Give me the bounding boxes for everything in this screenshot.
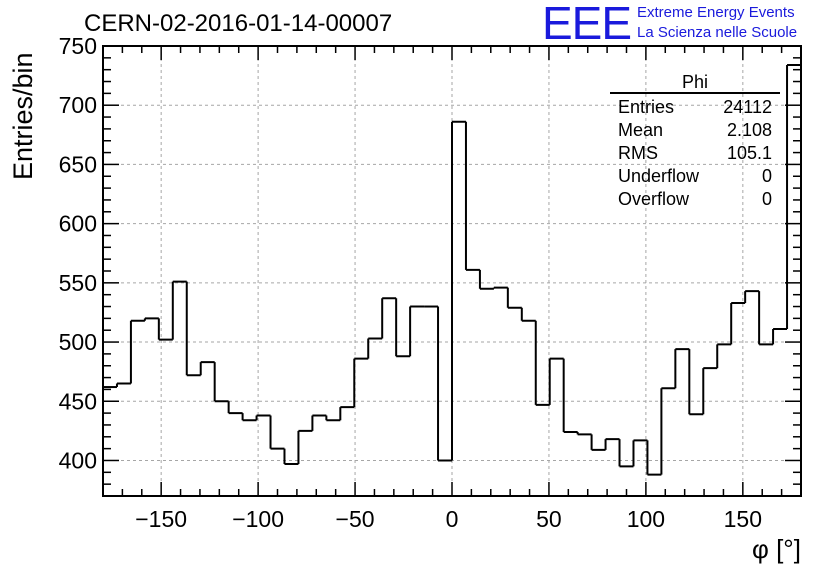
stats-label: Entries	[618, 97, 675, 117]
stats-row-overflow: Overflow 0	[610, 188, 780, 211]
histogram-bin	[269, 415, 285, 450]
stats-name: Phi	[610, 72, 780, 94]
histogram-bin	[395, 298, 411, 358]
histogram-bin	[744, 290, 760, 303]
histogram-bin	[772, 328, 788, 345]
histogram-bin	[660, 387, 676, 475]
histogram-bin	[339, 406, 355, 421]
brand-line-1: Extreme Energy Events	[637, 4, 795, 21]
histogram-bin	[576, 432, 592, 436]
stats-label: Mean	[618, 120, 664, 140]
eee-logo: EEE	[542, 0, 632, 49]
x-tick-label: 150	[724, 506, 762, 532]
axes: −150 −100 −50 0 50 100 150 400 450 500 550 600 650 70…	[59, 33, 802, 532]
histogram-bin	[506, 287, 522, 309]
x-tick-label: 100	[627, 506, 665, 532]
histogram-bin	[618, 439, 634, 468]
histogram-bin	[451, 120, 466, 461]
brand-line-2: La Scienza nelle Scuole	[637, 24, 798, 41]
histogram-bin	[786, 63, 801, 330]
histogram-bin	[674, 348, 690, 389]
x-tick-label: −50	[336, 506, 375, 532]
x-tick-label: −100	[232, 506, 284, 532]
histogram-bin	[115, 382, 131, 388]
stats-label: Underflow	[618, 166, 700, 186]
y-tick-label: 700	[59, 92, 97, 118]
stats-row-entries: Entries 24112	[610, 96, 780, 119]
histogram-bin	[311, 414, 327, 431]
histogram-bin	[590, 434, 606, 451]
histogram-bin	[325, 415, 341, 422]
histogram-bin	[492, 286, 508, 289]
histogram-bin	[702, 367, 718, 415]
x-tick-label: −150	[135, 506, 187, 532]
histogram-bin	[353, 357, 369, 408]
y-tick-label: 650	[59, 151, 97, 177]
stats-value: 0	[761, 166, 772, 186]
histogram-bin	[381, 297, 397, 339]
histogram-bin	[241, 413, 257, 422]
histogram-bin	[185, 281, 201, 377]
y-axis-label: Entries/bin	[8, 52, 38, 180]
histogram-bin	[562, 358, 578, 434]
y-tick-label: 550	[59, 270, 97, 296]
stats-row-mean: Mean 2.108	[610, 119, 780, 142]
histogram-bin	[534, 320, 550, 406]
histogram-bin	[199, 361, 215, 376]
histogram-bin	[129, 319, 145, 384]
chart-title: CERN-02-2016-01-14-00007	[84, 10, 393, 37]
histogram-bin	[171, 280, 187, 340]
histogram-bin	[646, 440, 662, 476]
stats-value: 105.1	[726, 143, 772, 163]
stats-value: 0	[761, 189, 772, 209]
x-tick-label: 50	[536, 506, 562, 532]
stats-label: RMS	[618, 143, 658, 163]
histogram-bin	[688, 349, 704, 416]
stats-row-rms: RMS 105.1	[610, 142, 780, 165]
histogram-bin	[213, 362, 229, 403]
histogram-bin	[632, 439, 648, 467]
histogram-bin	[297, 429, 313, 465]
x-tick-label: 0	[446, 506, 459, 532]
stats-value: 24112	[723, 97, 772, 117]
histogram-bin	[367, 337, 383, 359]
histogram-bin	[409, 305, 425, 357]
histogram-bin	[157, 318, 173, 341]
x-axis-label: φ [°]	[752, 534, 801, 564]
stats-value: 2.108	[726, 120, 772, 140]
histogram-bin	[283, 448, 299, 466]
histogram-bin	[478, 269, 494, 290]
histogram-bin	[464, 121, 480, 271]
histogram-bin	[548, 357, 564, 405]
y-tick-label: 750	[59, 33, 97, 59]
histogram-bin	[255, 414, 271, 421]
histogram-bin	[730, 301, 746, 345]
y-tick-label: 500	[59, 329, 97, 355]
y-tick-label: 450	[59, 388, 97, 414]
histogram-bin	[520, 307, 536, 322]
histogram-bin	[143, 317, 159, 321]
stats-label: Overflow	[618, 189, 690, 209]
histogram-bin	[758, 291, 774, 346]
histogram-bin	[227, 401, 243, 415]
stats-box: Phi Entries 24112 Mean 2.108 RMS 105.1 U…	[610, 72, 780, 211]
stats-row-underflow: Underflow 0	[610, 165, 780, 188]
histogram-bin	[437, 306, 452, 462]
histogram-bin	[716, 343, 732, 369]
histogram-bin	[604, 438, 620, 450]
histogram-series	[103, 63, 801, 476]
y-tick-label: 400	[59, 447, 97, 473]
y-tick-label: 600	[59, 211, 97, 237]
